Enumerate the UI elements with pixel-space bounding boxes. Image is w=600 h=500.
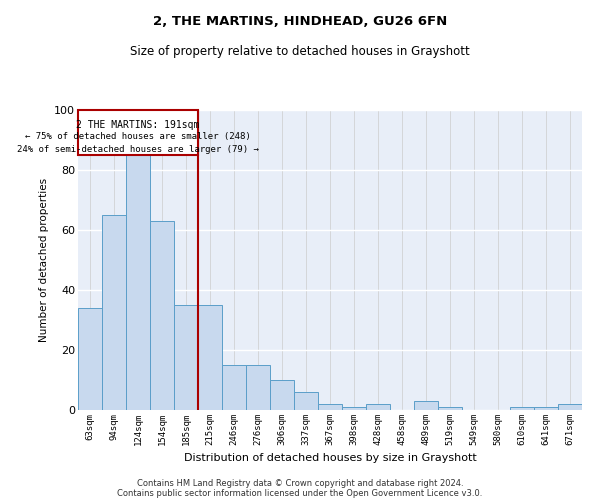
Bar: [534, 407, 558, 410]
Bar: [438, 407, 462, 410]
Text: 2 THE MARTINS: 191sqm: 2 THE MARTINS: 191sqm: [76, 120, 200, 130]
Text: Contains public sector information licensed under the Open Government Licence v3: Contains public sector information licen…: [118, 488, 482, 498]
Bar: [222, 365, 246, 410]
Bar: [342, 407, 366, 410]
Bar: [510, 407, 534, 410]
Bar: [294, 392, 318, 410]
Bar: [270, 380, 294, 410]
X-axis label: Distribution of detached houses by size in Grayshott: Distribution of detached houses by size …: [184, 454, 476, 464]
Text: Contains HM Land Registry data © Crown copyright and database right 2024.: Contains HM Land Registry data © Crown c…: [137, 478, 463, 488]
Bar: [150, 221, 174, 410]
Bar: [102, 215, 126, 410]
Bar: [78, 110, 198, 155]
Bar: [174, 305, 198, 410]
Bar: [318, 404, 342, 410]
Bar: [246, 365, 270, 410]
Text: Size of property relative to detached houses in Grayshott: Size of property relative to detached ho…: [130, 45, 470, 58]
Bar: [366, 404, 390, 410]
Bar: [414, 401, 438, 410]
Text: 24% of semi-detached houses are larger (79) →: 24% of semi-detached houses are larger (…: [17, 144, 259, 154]
Bar: [558, 404, 582, 410]
Bar: [78, 308, 102, 410]
Text: ← 75% of detached houses are smaller (248): ← 75% of detached houses are smaller (24…: [25, 132, 251, 141]
Y-axis label: Number of detached properties: Number of detached properties: [38, 178, 49, 342]
Bar: [198, 305, 222, 410]
Text: 2, THE MARTINS, HINDHEAD, GU26 6FN: 2, THE MARTINS, HINDHEAD, GU26 6FN: [153, 15, 447, 28]
Bar: [126, 155, 150, 410]
